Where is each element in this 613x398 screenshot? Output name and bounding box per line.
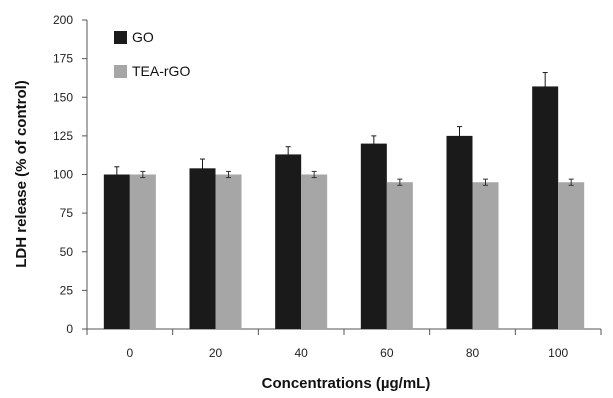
y-axis: 0 25 50 75 100 125 150 175 200 [53, 13, 88, 336]
bars-group [103, 86, 585, 329]
bar-tea-rgo [301, 174, 328, 329]
bar-go [446, 135, 473, 329]
bar-go [189, 168, 216, 329]
y-tick-label: 50 [60, 245, 74, 259]
bar-go [532, 86, 559, 329]
error-bars-group [114, 72, 574, 186]
bar-go [275, 154, 302, 329]
y-tick-label: 0 [66, 322, 73, 336]
x-tick-label: 0 [126, 346, 133, 360]
y-tick-label: 175 [53, 52, 73, 66]
legend-label-tea-rgo: TEA-rGO [132, 63, 190, 79]
bar-tea-rgo [386, 182, 413, 329]
bar-tea-rgo [558, 182, 585, 329]
bar-tea-rgo [472, 182, 499, 329]
x-tick-label: 40 [294, 346, 308, 360]
y-tick-label: 75 [60, 206, 74, 220]
x-tick-label: 60 [380, 346, 394, 360]
legend-swatch-tea-rgo [114, 65, 127, 78]
legend: GO TEA-rGO [114, 29, 190, 79]
x-tick-label: 20 [209, 346, 223, 360]
x-axis-title: Concentrations (µg/mL) [262, 375, 431, 392]
x-axis: 0 20 40 60 80 100 [86, 328, 602, 360]
bar-tea-rgo [215, 174, 242, 329]
y-tick-label: 25 [60, 283, 74, 297]
y-tick-label: 125 [53, 129, 73, 143]
legend-swatch-go [114, 31, 127, 44]
x-tick-label: 100 [548, 346, 568, 360]
legend-label-go: GO [132, 29, 154, 45]
y-axis-title: LDH release (% of control) [13, 80, 30, 268]
x-tick-label: 80 [466, 346, 480, 360]
bar-go [360, 143, 387, 329]
y-tick-label: 100 [53, 168, 73, 182]
y-tick-label: 200 [53, 13, 73, 27]
bar-go [103, 174, 130, 329]
bar-tea-rgo [129, 174, 156, 329]
y-tick-label: 150 [53, 90, 73, 104]
